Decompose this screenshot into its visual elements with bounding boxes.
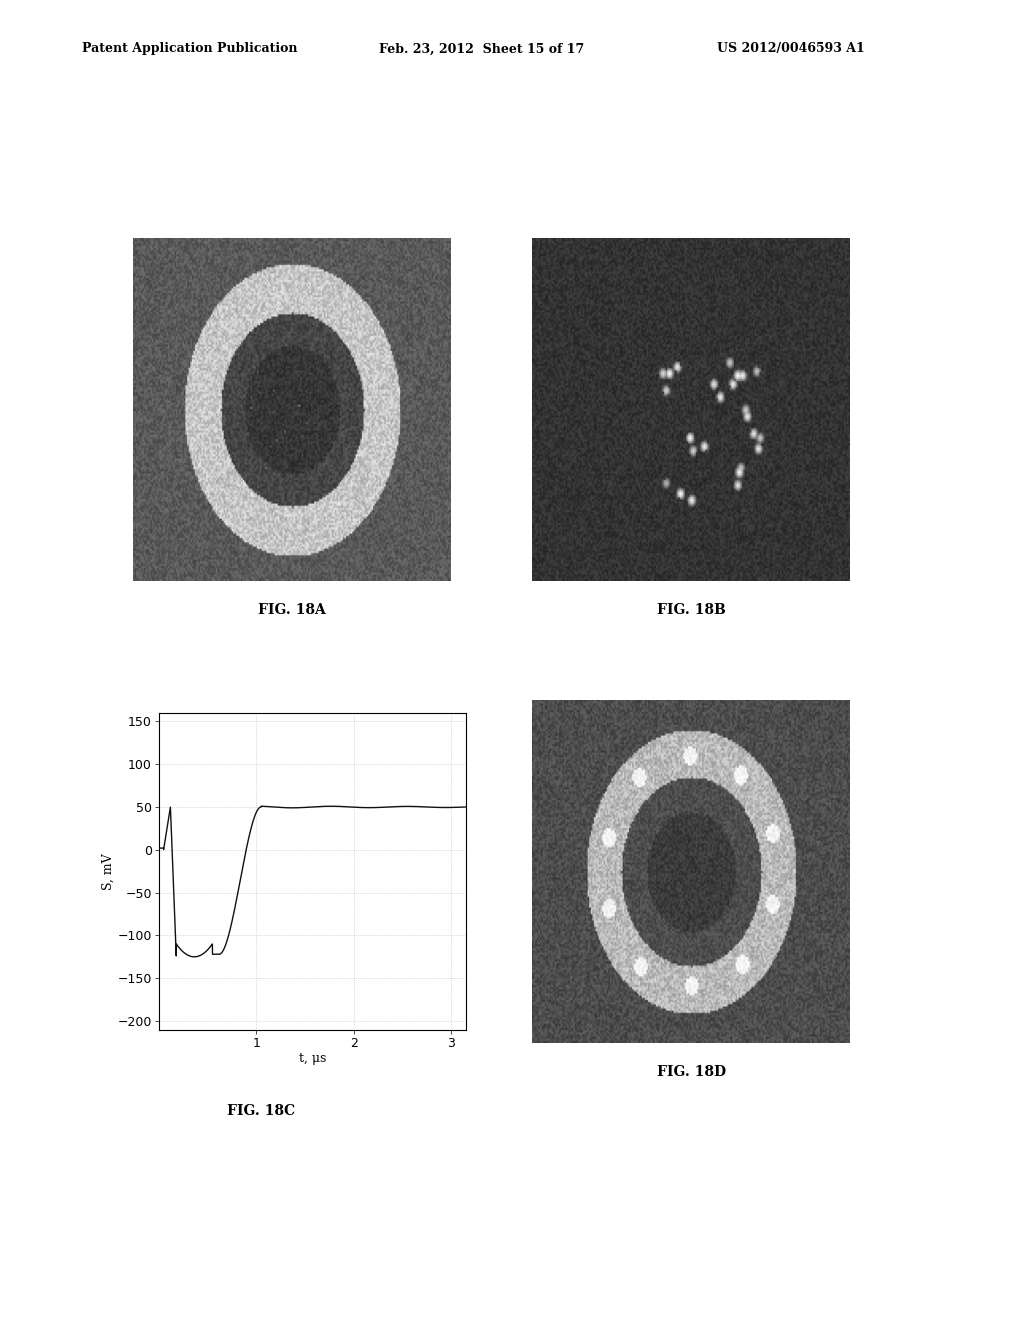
- Y-axis label: S, mV: S, mV: [101, 853, 115, 890]
- Text: FIG. 18A: FIG. 18A: [258, 603, 326, 616]
- X-axis label: t, μs: t, μs: [299, 1052, 326, 1065]
- Text: FIG. 18C: FIG. 18C: [227, 1105, 295, 1118]
- Text: Feb. 23, 2012  Sheet 15 of 17: Feb. 23, 2012 Sheet 15 of 17: [379, 42, 584, 55]
- Text: FIG. 18D: FIG. 18D: [656, 1065, 726, 1078]
- Text: US 2012/0046593 A1: US 2012/0046593 A1: [717, 42, 864, 55]
- Text: FIG. 18B: FIG. 18B: [656, 603, 726, 616]
- Text: Patent Application Publication: Patent Application Publication: [82, 42, 297, 55]
